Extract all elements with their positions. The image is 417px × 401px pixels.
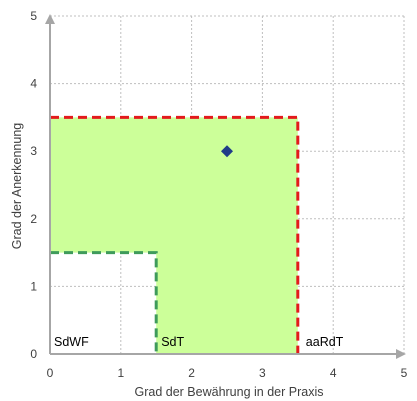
y-tick-label: 1 xyxy=(30,279,37,293)
x-tick-label: 4 xyxy=(330,366,337,380)
region-sdt-fill xyxy=(50,117,298,355)
y-tick-label: 0 xyxy=(30,347,37,361)
x-tick-label: 3 xyxy=(259,366,266,380)
x-tick-label: 2 xyxy=(188,366,195,380)
x-tick-label: 1 xyxy=(117,366,124,380)
region-label-sdwf: SdWF xyxy=(54,335,89,349)
x-tick-label: 5 xyxy=(401,366,408,380)
region-sdwf-border xyxy=(50,251,158,354)
y-tick-label: 3 xyxy=(30,144,37,158)
region-label-aardt: aaRdT xyxy=(306,335,344,349)
data-point xyxy=(221,145,233,158)
tick-labels: 0 1 2 3 4 5 0 1 2 3 4 5 xyxy=(30,9,407,380)
x-axis-title: Grad der Bewährung in der Praxis xyxy=(135,385,324,399)
y-tick-label: 2 xyxy=(30,212,37,226)
regions xyxy=(50,115,300,355)
y-axis-arrow xyxy=(45,14,55,24)
axes xyxy=(45,14,406,359)
x-axis-arrow xyxy=(396,349,406,359)
region-label-sdt: SdT xyxy=(161,335,184,349)
x-tick-label: 0 xyxy=(47,366,54,380)
y-tick-label: 4 xyxy=(30,77,37,91)
region-labels: SdWF SdT aaRdT xyxy=(54,335,344,349)
y-tick-label: 5 xyxy=(30,9,37,23)
y-axis-title: Grad der Anerkennung xyxy=(10,123,24,250)
data-points xyxy=(221,145,233,158)
